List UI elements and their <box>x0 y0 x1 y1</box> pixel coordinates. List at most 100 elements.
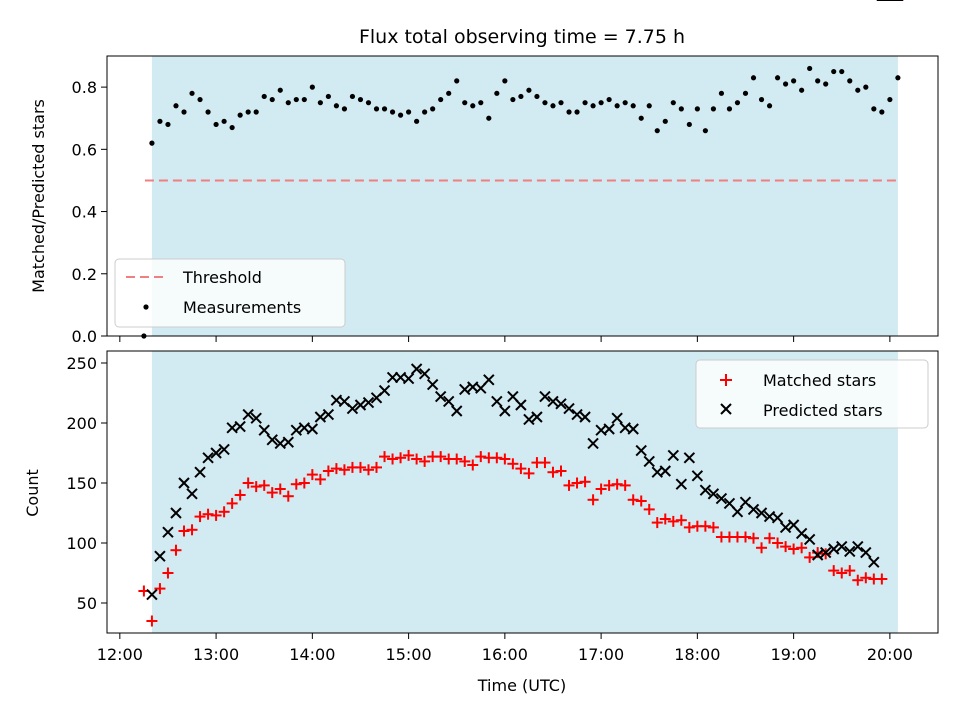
matched-star-point <box>234 489 246 501</box>
predicted-star-point <box>146 588 158 601</box>
matched-star-point <box>499 453 511 465</box>
matched-star-point <box>780 541 792 553</box>
predicted-star-point <box>683 452 696 464</box>
measurement-point <box>839 68 845 75</box>
predicted-star-point <box>306 423 319 435</box>
measurement-point <box>582 100 588 106</box>
measurement-point <box>598 100 604 106</box>
measurement-point <box>750 75 757 81</box>
measurement-point <box>622 100 628 106</box>
predicted-star-point <box>627 423 639 435</box>
matched-star-point <box>258 479 270 491</box>
predicted-star-point <box>555 398 567 410</box>
measurement-point <box>165 121 171 128</box>
matched-star-point <box>844 565 856 577</box>
measurement-point <box>823 81 829 87</box>
top-plot-frame <box>106 55 939 337</box>
bottom-plot-frame <box>106 350 939 634</box>
predicted-star-point <box>354 399 367 411</box>
matched-star-point <box>491 452 503 464</box>
top-panel: 0.00.20.40.60.8 Matched/Predicted stars … <box>29 55 939 346</box>
predicted-star-point <box>747 503 760 516</box>
predicted-star-point <box>643 455 655 468</box>
predicted-star-point <box>828 543 840 555</box>
predicted-star-point <box>194 466 206 478</box>
measurement-point <box>349 93 356 100</box>
predicted-star-point <box>587 437 599 450</box>
bottom-legend-box <box>695 359 929 429</box>
matched-star-point <box>162 567 174 579</box>
matched-star-point <box>314 473 326 485</box>
matched-star-point <box>699 520 711 532</box>
predicted-star-point <box>282 436 294 448</box>
predicted-star-point <box>803 533 816 546</box>
matched-star-point <box>571 477 583 489</box>
predicted-star-point <box>852 540 864 553</box>
y-tick-label: 100 <box>66 534 97 553</box>
measurement-point <box>558 100 564 106</box>
predicted-star-point <box>499 405 511 417</box>
measurement-point <box>269 96 275 103</box>
measurement-point <box>710 106 717 112</box>
matched-star-point <box>194 511 206 523</box>
matched-star-point <box>587 494 599 506</box>
measurement-point <box>414 118 420 124</box>
top-y-axis-ticks: 0.0 0.2 0.4 0.6 0.8 <box>72 78 107 346</box>
measurement-point <box>381 106 388 112</box>
measurement-point <box>157 118 163 124</box>
y-tick-label: 50 <box>77 594 97 613</box>
measurement-point <box>189 90 195 96</box>
measurement-point <box>855 87 861 93</box>
predicted-star-point <box>699 484 712 496</box>
x-tick-label: 12:00 <box>97 645 143 664</box>
bottom-panel: 50 100 150 200 250 12:00 13:00 14:00 15:00 16:00… <box>23 0 939 695</box>
matched-star-point <box>748 532 760 544</box>
predicted-star-point <box>418 368 431 380</box>
predicted-star-point <box>234 420 246 433</box>
matched-star-point <box>804 551 816 563</box>
predicted-star-point <box>154 550 166 562</box>
matched-star-point <box>146 615 158 627</box>
matched-star-point <box>539 457 551 469</box>
matched-star-point <box>595 483 607 495</box>
measurement-point <box>221 118 227 124</box>
matched-star-point <box>379 451 391 463</box>
matched-star-point <box>186 524 198 536</box>
measurement-point <box>574 109 580 115</box>
measurement-point <box>863 84 869 90</box>
matched-star-point <box>739 531 751 543</box>
matched-star-point <box>362 464 374 476</box>
measurement-point <box>766 103 773 109</box>
measurement-point <box>510 96 516 103</box>
y-tick-label: 0.4 <box>72 203 97 222</box>
top-legend-box <box>114 258 346 328</box>
measurement-point <box>646 103 652 109</box>
matched-star-point <box>796 542 808 554</box>
matched-star-point <box>459 455 471 467</box>
matched-star-point <box>411 453 423 465</box>
matched-star-point <box>667 515 679 527</box>
matched-star-point <box>860 572 872 584</box>
matched-star-point <box>451 453 463 465</box>
measurement-point <box>887 96 893 103</box>
matched-star-point <box>828 565 840 577</box>
matched-star-point <box>266 487 278 499</box>
predicted-star-point <box>603 423 615 435</box>
measurement-point <box>317 100 323 106</box>
matched-star-point <box>579 476 591 488</box>
matched-star-point <box>659 513 671 525</box>
measurement-point <box>494 90 500 96</box>
predicted-star-point <box>362 396 375 409</box>
predicted-star-point <box>426 378 439 391</box>
measurement-point <box>205 109 211 115</box>
measurement-point <box>678 106 684 112</box>
matched-star-point <box>635 495 647 507</box>
measurement-point <box>782 81 789 87</box>
predicted-star-point <box>451 405 463 417</box>
measurement-point <box>173 103 179 109</box>
measurement-point <box>518 93 524 100</box>
predicted-star-point <box>531 411 543 423</box>
x-tick-label: 17:00 <box>578 645 624 664</box>
top-y-axis-label: Matched/Predicted stars <box>29 99 48 293</box>
measurement-point <box>606 96 612 103</box>
